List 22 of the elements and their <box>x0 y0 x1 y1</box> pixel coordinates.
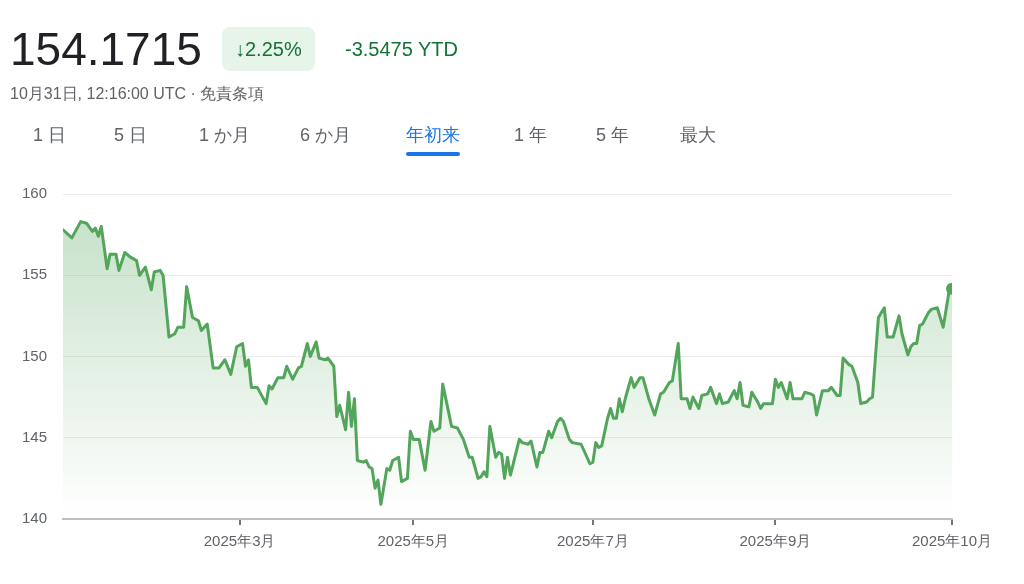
x-tick-label: 2025年10月 <box>911 532 993 550</box>
y-tick-label: 140 <box>22 509 48 527</box>
text: ↓2.25% <box>222 27 315 71</box>
y-tick-label: 155 <box>22 265 48 283</box>
text: 5 年 <box>596 124 630 147</box>
x-tick-label: 2025年7月 <box>557 532 629 550</box>
text: 1 か月 <box>199 124 251 147</box>
x-tick-label: 2025年3月 <box>203 532 276 550</box>
y-tick-label: 145 <box>22 427 48 445</box>
x-tick-label: 2025年5月 <box>377 532 450 550</box>
text: 1 年 <box>514 124 548 147</box>
text: 6 か月 <box>300 124 352 147</box>
text: 年初来 <box>406 122 460 148</box>
x-tick-label: 2025年9月 <box>739 532 812 550</box>
chart-title: 154.1715 <box>10 22 202 76</box>
y-tick-label: 160 <box>22 184 48 202</box>
chart-subtitle: 10月31日, 12:16:00 UTC · 免責条項 <box>10 84 265 104</box>
text: -3.5475 YTD <box>345 37 459 62</box>
text: 最大 <box>680 124 716 147</box>
text: 5 日 <box>114 124 148 147</box>
text: 1 日 <box>33 124 67 147</box>
y-tick-label: 150 <box>22 346 48 364</box>
